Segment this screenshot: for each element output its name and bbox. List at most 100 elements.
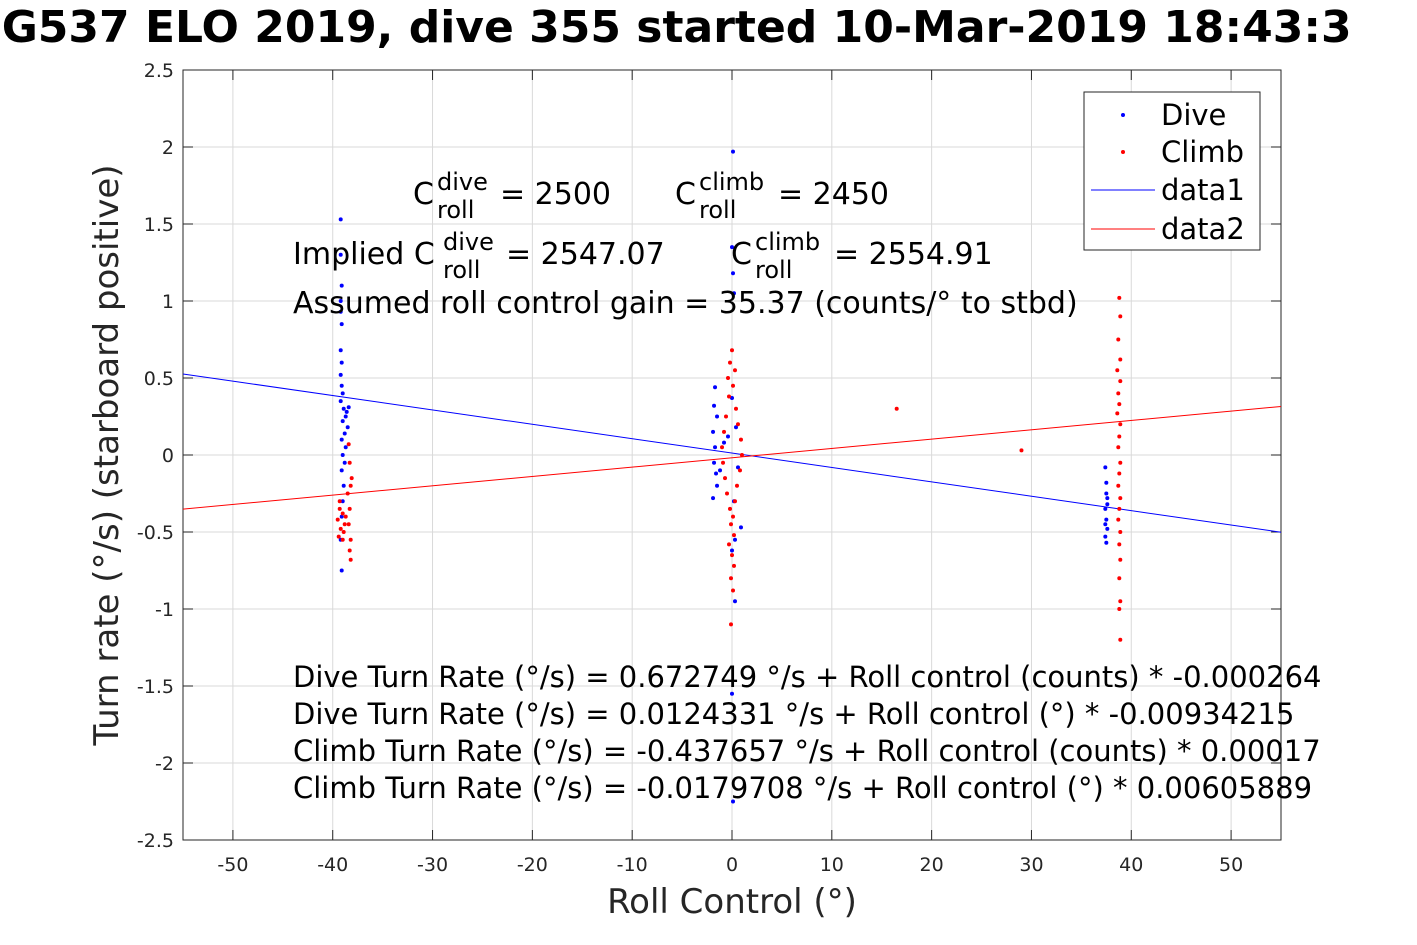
point-climb <box>347 506 352 511</box>
point-dive <box>340 419 345 424</box>
equation-climb-counts: Climb Turn Rate (°/s) = -0.437657 °/s + … <box>293 734 1321 768</box>
point-climb <box>347 460 352 465</box>
point-dive <box>345 425 350 430</box>
point-climb <box>1116 337 1121 342</box>
equation-dive-degrees: Dive Turn Rate (°/s) = 0.0124331 °/s + R… <box>293 697 1294 731</box>
point-climb <box>338 526 343 531</box>
implied-dive-sub: roll <box>443 256 480 284</box>
point-climb <box>729 522 734 527</box>
point-climb <box>728 506 733 511</box>
point-climb <box>346 522 351 527</box>
series-dive <box>338 149 1110 804</box>
legend-dive-label: Dive <box>1161 98 1226 132</box>
point-climb <box>337 506 342 511</box>
point-dive <box>340 499 345 504</box>
point-dive <box>338 348 343 353</box>
point-climb <box>348 557 353 562</box>
point-dive <box>730 149 735 154</box>
point-dive <box>339 437 344 442</box>
c-roll-dive-sub: roll <box>437 196 474 224</box>
equation-climb-degrees: Climb Turn Rate (°/s) = -0.0179708 °/s +… <box>293 771 1312 805</box>
point-dive <box>344 409 349 414</box>
point-climb <box>728 360 733 365</box>
point-dive <box>339 568 344 573</box>
point-climb <box>734 483 739 488</box>
point-dive <box>343 414 348 419</box>
point-climb <box>336 534 341 539</box>
point-dive <box>712 460 717 465</box>
point-dive <box>711 429 716 434</box>
point-dive <box>339 383 344 388</box>
c-roll-climb-value: = 2450 <box>778 177 889 212</box>
point-dive <box>1105 526 1110 531</box>
point-dive <box>730 245 734 250</box>
point-climb <box>335 517 340 522</box>
point-climb <box>1118 460 1123 465</box>
point-dive <box>338 252 343 257</box>
point-climb <box>731 533 736 538</box>
point-climb <box>1116 517 1121 522</box>
point-climb <box>729 576 734 581</box>
y-tick-label: 2.5 <box>144 60 174 82</box>
point-climb <box>730 514 735 519</box>
legend: Dive Climb data1 data2 <box>1083 91 1261 251</box>
point-climb <box>1117 471 1122 476</box>
point-dive <box>722 440 727 445</box>
y-tick-label: -2.5 <box>137 830 174 852</box>
y-axis-ticks: 2.5 2 1.5 1 0.5 0 -0.5 -1 -1.5 -2 -2.5 <box>137 60 1281 852</box>
fit-line-data1 <box>182 373 1282 533</box>
point-climb <box>1118 357 1123 362</box>
point-dive <box>1104 540 1109 545</box>
point-dive <box>340 453 345 457</box>
point-climb <box>1118 637 1123 642</box>
point-dive <box>346 405 351 410</box>
implied-dive-value: = 2547.07 <box>506 237 665 272</box>
fit-line-data2 <box>182 405 1282 510</box>
point-dive <box>730 691 734 696</box>
point-dive <box>339 514 344 519</box>
point-climb <box>739 453 744 457</box>
point-climb <box>729 622 734 627</box>
point-dive <box>1104 480 1109 485</box>
point-climb <box>726 376 731 380</box>
point-climb <box>1115 411 1120 416</box>
implied-climb-sup: climb <box>755 228 820 256</box>
point-climb <box>1117 434 1122 439</box>
c-roll-climb-sup: climb <box>699 168 764 196</box>
point-climb <box>349 476 354 481</box>
gain-annotation: Assumed roll control gain = 35.37 (count… <box>293 286 1078 321</box>
point-dive <box>339 468 344 473</box>
point-dive <box>338 372 343 377</box>
point-dive <box>338 299 343 303</box>
y-tick-label: 0.5 <box>144 368 174 390</box>
legend-dive-marker <box>1121 113 1125 117</box>
legend-data2-label: data2 <box>1161 212 1245 246</box>
implied-dive-sup: dive <box>443 228 494 256</box>
point-dive <box>715 414 720 419</box>
point-dive <box>341 406 346 411</box>
point-climb <box>340 537 345 542</box>
point-climb <box>1116 445 1121 450</box>
point-dive <box>1103 534 1108 539</box>
implied-c-roll-annotation: Implied C dive roll = 2547.07 C climb ro… <box>293 228 993 284</box>
point-climb <box>724 414 729 419</box>
point-climb <box>894 406 899 411</box>
y-tick-label: 0 <box>162 445 174 467</box>
implied-prefix: Implied C <box>293 237 435 272</box>
y-tick-label: -1 <box>155 599 174 621</box>
point-climb <box>1118 557 1123 562</box>
point-dive <box>338 217 343 222</box>
point-climb <box>732 368 737 373</box>
point-dive <box>343 445 348 450</box>
point-dive <box>1103 465 1108 470</box>
fit-equations: Dive Turn Rate (°/s) = 0.672749 °/s + Ro… <box>293 660 1321 805</box>
point-dive <box>730 799 735 804</box>
x-tick-label: 10 <box>820 854 844 876</box>
point-climb <box>1117 576 1122 581</box>
legend-climb-label: Climb <box>1161 135 1244 169</box>
point-climb <box>348 483 353 488</box>
c-roll-dive-sup: dive <box>437 168 488 196</box>
point-dive <box>714 471 719 476</box>
point-climb <box>731 563 736 568</box>
